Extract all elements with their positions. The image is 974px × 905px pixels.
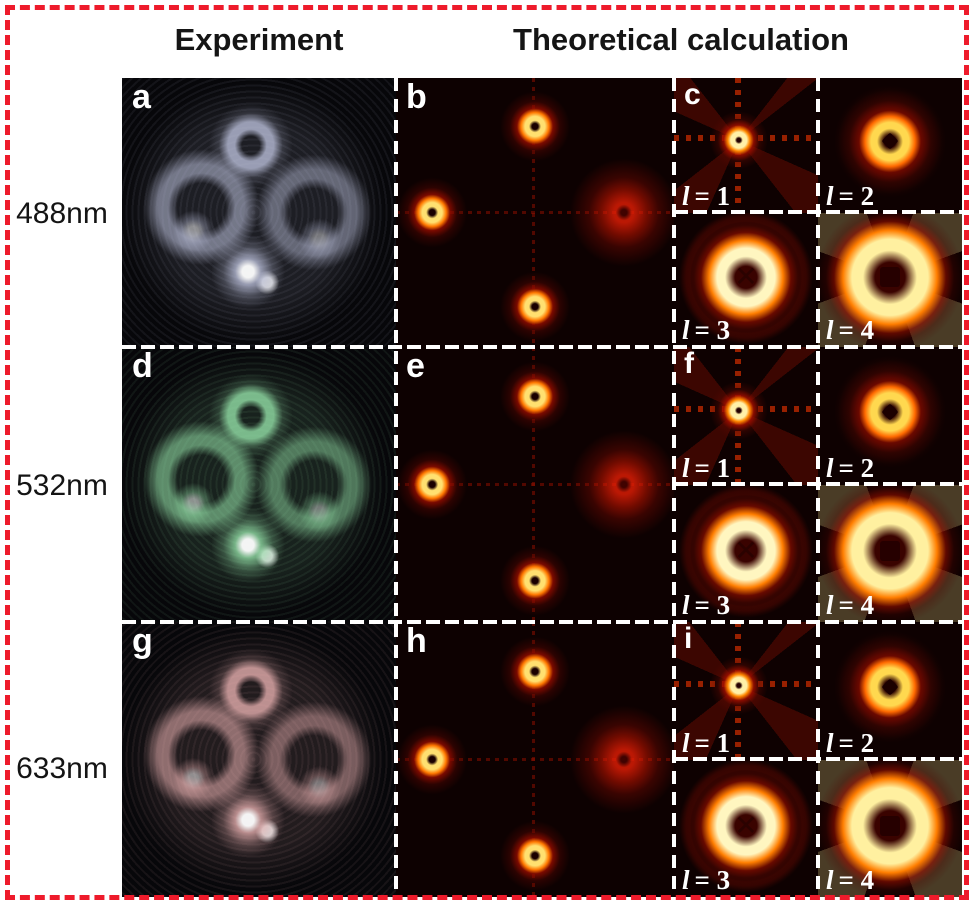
panel-mode-l3-633nm: l = 3 bbox=[674, 759, 818, 897]
panel-i-mode-l1-633nm: i l = 1 bbox=[674, 622, 818, 760]
mode-symbol: l bbox=[682, 590, 690, 621]
mode-value: = 3 bbox=[694, 590, 731, 621]
mode-symbol: l bbox=[826, 727, 834, 758]
mode-symbol: l bbox=[682, 315, 690, 346]
row-label-488nm: 488nm bbox=[16, 197, 108, 230]
panel-letter-d: d bbox=[132, 347, 153, 385]
panel-mode-l2-488nm: l = 2 bbox=[818, 78, 962, 213]
figure-row-488nm: a b c l= 1 l= 2 l= 3 l= 4 bbox=[122, 78, 962, 347]
figure-row-633nm: g h i l= 1 l= 2 l= 3 l= 4 bbox=[122, 622, 962, 897]
mode-symbol: l bbox=[826, 865, 834, 896]
row-label-633nm: 633nm bbox=[16, 752, 108, 785]
mode-label-l3: l = 3 bbox=[682, 315, 731, 346]
mode-symbol: l bbox=[826, 452, 834, 483]
panel-letter-g: g bbox=[132, 622, 153, 660]
mode-symbol: l bbox=[826, 315, 834, 346]
panel-d-experiment-532nm: d bbox=[122, 347, 396, 622]
panel-a-experiment-488nm: a bbox=[122, 78, 396, 347]
panel-mode-l3-488nm: l = 3 bbox=[674, 212, 818, 347]
mode-value: = 2 bbox=[838, 180, 875, 211]
panel-grid: a b c l= 1 l= 2 l= 3 l= 4 d bbox=[122, 78, 962, 897]
panel-letter-i: i bbox=[684, 622, 693, 655]
figure-row-532nm: d e f l= 1 l= 2 l= 3 l= 4 bbox=[122, 347, 962, 622]
divider-modegrid-row1 bbox=[674, 210, 962, 214]
mode-value: = 1 bbox=[694, 180, 731, 211]
panel-g-experiment-633nm: g bbox=[122, 622, 396, 897]
mode-label-l4: l = 4 bbox=[826, 590, 875, 621]
mode-label-l3: l = 3 bbox=[682, 865, 731, 896]
mode-value: = 4 bbox=[838, 865, 875, 896]
mode-symbol: l bbox=[682, 727, 690, 758]
mode-label-l3: l = 3 bbox=[682, 590, 731, 621]
mode-label-l4: l = 4 bbox=[826, 865, 875, 896]
mode-symbol: l bbox=[826, 180, 834, 211]
mode-symbol: l bbox=[826, 590, 834, 621]
row-label-532nm: 532nm bbox=[16, 469, 108, 502]
panel-c-mode-l1-488nm: c l = 1 bbox=[674, 78, 818, 213]
mode-value: = 4 bbox=[838, 315, 875, 346]
mode-value: = 3 bbox=[694, 865, 731, 896]
mode-label-l2: l = 2 bbox=[826, 452, 875, 484]
panel-mode-l4-633nm: l = 4 bbox=[818, 759, 962, 897]
panel-h-theory-633nm: h bbox=[396, 622, 674, 897]
column-header-experiment: Experiment bbox=[174, 22, 344, 57]
panel-mode-l4-532nm: l = 4 bbox=[818, 484, 962, 622]
mode-value: = 3 bbox=[694, 315, 731, 346]
panel-e-theory-532nm: e bbox=[396, 347, 674, 622]
panel-mode-l4-488nm: l = 4 bbox=[818, 212, 962, 347]
mode-symbol: l bbox=[682, 180, 690, 211]
panel-letter-a: a bbox=[132, 78, 151, 116]
panel-b-theory-488nm: b bbox=[396, 78, 674, 347]
divider-modegrid-columns bbox=[816, 78, 820, 897]
column-header-theoretical-calculation: Theoretical calculation bbox=[513, 22, 849, 57]
mode-label-l2: l = 2 bbox=[826, 727, 875, 759]
mode-value: = 1 bbox=[694, 727, 731, 758]
panel-letter-h: h bbox=[406, 622, 427, 660]
mode-value: = 2 bbox=[838, 727, 875, 758]
divider-theory-modegrid bbox=[672, 78, 676, 897]
divider-modegrid-row3 bbox=[674, 757, 962, 761]
mode-label-l1: l = 1 bbox=[682, 180, 731, 212]
mode-value: = 4 bbox=[838, 590, 875, 621]
divider-modegrid-row2 bbox=[674, 482, 962, 486]
divider-row-532-633 bbox=[122, 620, 962, 624]
panel-mode-l2-532nm: l = 2 bbox=[818, 347, 962, 485]
panel-mode-l2-633nm: l = 2 bbox=[818, 622, 962, 760]
mode-symbol: l bbox=[682, 865, 690, 896]
divider-row-488-532 bbox=[122, 345, 962, 349]
mode-label-l4: l = 4 bbox=[826, 315, 875, 346]
mode-label-l1: l = 1 bbox=[682, 452, 731, 484]
panel-letter-c: c bbox=[684, 78, 701, 111]
mode-value: = 1 bbox=[694, 452, 731, 483]
panel-mode-l3-532nm: l = 3 bbox=[674, 484, 818, 622]
panel-letter-f: f bbox=[684, 347, 694, 380]
mode-label-l1: l = 1 bbox=[682, 727, 731, 759]
divider-experiment-theory bbox=[394, 78, 398, 897]
mode-symbol: l bbox=[682, 452, 690, 483]
mode-value: = 2 bbox=[838, 452, 875, 483]
panel-letter-e: e bbox=[406, 347, 425, 385]
mode-label-l2: l = 2 bbox=[826, 180, 875, 212]
panel-f-mode-l1-532nm: f l = 1 bbox=[674, 347, 818, 485]
panel-letter-b: b bbox=[406, 78, 427, 116]
